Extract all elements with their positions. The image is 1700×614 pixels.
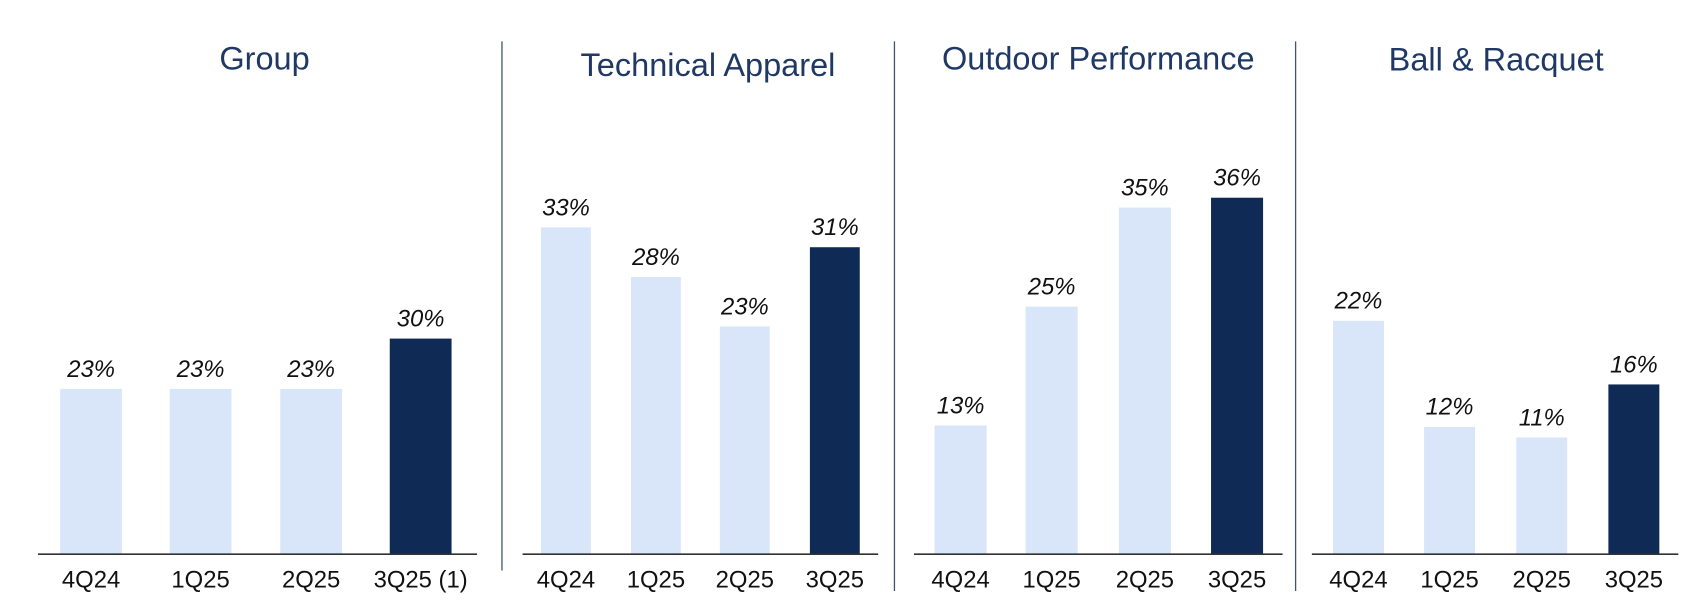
bar [280,388,343,555]
x-tick-label: 1Q25 [1022,567,1080,594]
bar [1025,306,1078,555]
x-tick-label: 1Q25 [1420,567,1478,594]
bar [719,326,770,555]
value-label: 12% [1426,394,1474,421]
x-tick-label: 3Q25 (1) [374,567,468,594]
bar [934,425,987,555]
bar [1516,437,1568,555]
x-tick-label: 4Q24 [62,567,120,594]
bar [1424,426,1476,555]
x-tick-label: 1Q25 [171,567,229,594]
value-label: 23% [286,356,335,383]
value-label: 31% [811,214,859,241]
value-label: 36% [1213,165,1261,192]
bar [809,247,860,555]
value-label: 23% [176,356,225,383]
value-label: 23% [66,356,115,383]
x-tick-label: 2Q25 [716,567,774,594]
bar [1211,197,1264,555]
x-tick-label: 3Q25 [1208,567,1266,594]
x-tick-label: 3Q25 [1605,567,1663,594]
chart-title: Outdoor Performance [942,40,1255,76]
value-label: 28% [631,244,680,271]
bar [630,276,681,555]
chart-title: Group [219,40,309,76]
value-label: 33% [542,194,590,221]
value-label: 16% [1610,351,1658,378]
value-label: 35% [1121,174,1169,201]
bar [60,388,122,555]
bar [169,388,232,555]
value-label: 11% [1519,404,1565,431]
value-label: 30% [397,305,445,332]
x-tick-label: 3Q25 [806,567,864,594]
x-tick-label: 4Q24 [1329,567,1387,594]
x-tick-label: 2Q25 [1116,567,1174,594]
x-tick-label: 2Q25 [282,567,340,594]
chart-title: Ball & Racquet [1389,42,1604,78]
chart-title: Technical Apparel [581,47,836,83]
value-label: 23% [720,293,769,320]
bar [1608,384,1660,555]
x-tick-label: 4Q24 [931,567,989,594]
x-tick-label: 2Q25 [1513,567,1571,594]
x-tick-label: 4Q24 [537,567,595,594]
value-label: 13% [937,392,985,419]
bar [1118,207,1171,555]
value-label: 22% [1334,288,1383,315]
bar [1333,320,1384,555]
x-tick-label: 1Q25 [627,567,685,594]
bar [541,227,591,555]
bar [389,338,452,555]
value-label: 25% [1027,274,1076,301]
